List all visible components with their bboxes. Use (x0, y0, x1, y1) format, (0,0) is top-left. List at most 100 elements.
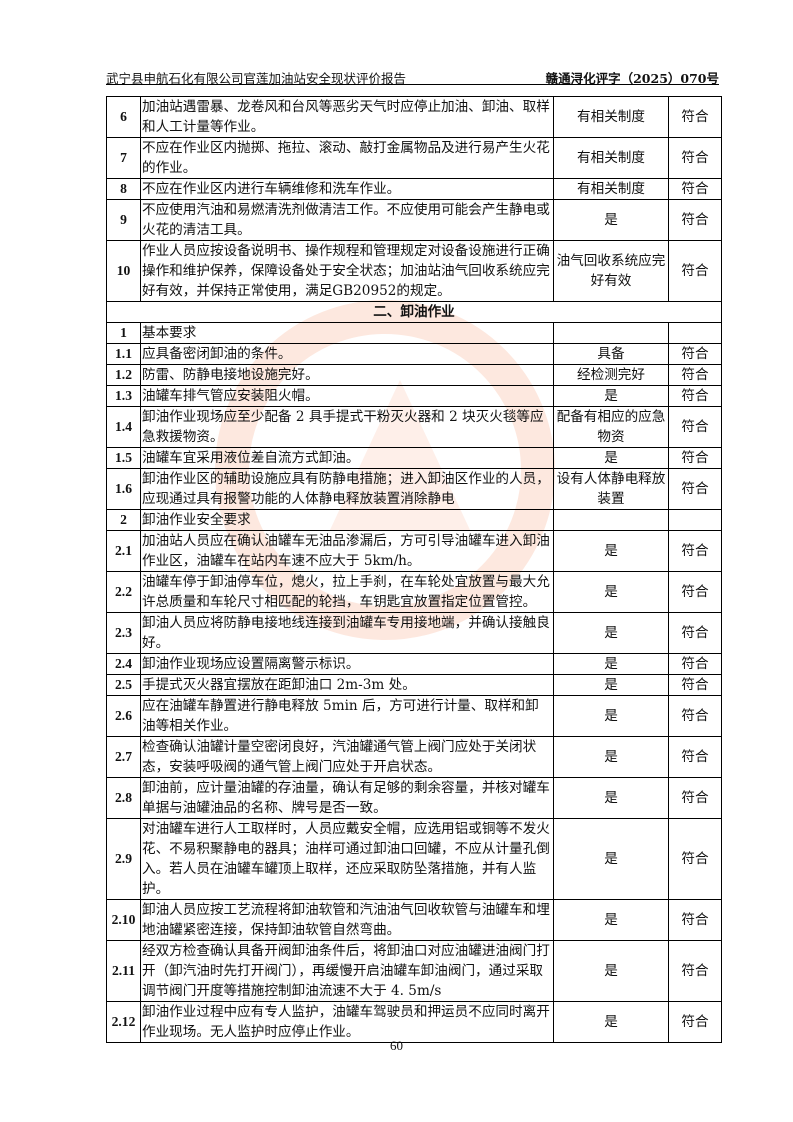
item-number: 2.5 (106, 674, 141, 696)
item-number: 6 (106, 96, 141, 138)
item-status: 是 (553, 940, 669, 1002)
item-result: 符合 (668, 612, 722, 654)
item-result (668, 322, 722, 344)
table-row: 6 加油站遇雷暴、龙卷风和台风等恶劣天气时应停止加油、卸油、取样和人工计量等作业。… (106, 96, 722, 138)
item-content: 作业人员应按设备说明书、操作规程和管理规定对设备设施进行正确操作和维护保养，保障… (140, 240, 554, 302)
item-number: 2 (106, 509, 141, 531)
item-result (668, 509, 722, 531)
item-result: 符合 (668, 385, 722, 407)
item-result: 符合 (668, 818, 722, 900)
item-number: 1.2 (106, 364, 141, 386)
item-result: 符合 (668, 940, 722, 1002)
item-content: 应在油罐车静置进行静电释放 5min 后，方可进行计量、取样和卸油等相关作业。 (140, 695, 554, 737)
item-number: 2.1 (106, 530, 141, 572)
item-result: 符合 (668, 96, 722, 138)
item-result: 符合 (668, 530, 722, 572)
table-row: 1.6 卸油作业区的辅助设施应具有防静电措施；进入卸油区作业的人员，应现通过具有报… (106, 468, 722, 510)
item-status: 是 (553, 695, 669, 737)
item-status: 是 (553, 385, 669, 407)
item-number: 1.5 (106, 447, 141, 469)
item-number: 1.4 (106, 406, 141, 448)
item-status: 油气回收系统应完好有效 (553, 240, 669, 302)
item-result: 符合 (668, 653, 722, 675)
item-result: 符合 (668, 364, 722, 386)
item-result: 符合 (668, 199, 722, 241)
item-number: 2.10 (106, 899, 141, 941)
item-status: 有相关制度 (553, 137, 669, 179)
item-result: 符合 (668, 695, 722, 737)
table-row: 2.5 手提式灭火器宜摆放在距卸油口 2m-3m 处。是符合 (106, 674, 722, 696)
item-result: 符合 (668, 899, 722, 941)
table-row: 1.1 应具备密闭卸油的条件。 具备 符合 (106, 343, 722, 365)
item-content: 检查确认油罐计量空密闭良好，汽油罐通气管上阀门应处于关闭状态，安装呼吸阀的通气管… (140, 736, 554, 778)
item-content: 油罐车停于卸油停车位，熄火，拉上手刹，在车轮处宜放置与最大允许总质量和车轮尺寸相… (140, 571, 554, 613)
table-row: 8 不应在作业区内进行车辆维修和洗车作业。 有相关制度 符合 (106, 178, 722, 200)
item-result: 符合 (668, 178, 722, 200)
item-content: 油罐车排气管应安装阻火帽。 (140, 385, 554, 407)
item-content: 加油站人员应在确认油罐车无油品渗漏后，方可引导油罐车进入卸油作业区，油罐车在站内… (140, 530, 554, 572)
table-row: 2.11 经双方检查确认具备开阀卸油条件后，将卸油口对应油罐进油阀门打开（卸汽油时… (106, 940, 722, 1002)
item-result: 符合 (668, 468, 722, 510)
table-row: 1.2 防雷、防静电接地设施完好。 经检测完好 符合 (106, 364, 722, 386)
item-content: 经双方检查确认具备开阀卸油条件后，将卸油口对应油罐进油阀门打开（卸汽油时先打开阀… (140, 940, 554, 1002)
item-content: 不应在作业区内进行车辆维修和洗车作业。 (140, 178, 554, 200)
item-content: 手提式灭火器宜摆放在距卸油口 2m-3m 处。 (140, 674, 554, 696)
item-content: 卸油作业过程中应有专人监护，油罐车驾驶员和押运员不应同时离开作业现场。无人监护时… (140, 1001, 554, 1043)
table-row: 2.8 卸油前，应计量油罐的存油量，确认有足够的剩余容量，并核对罐车单据与油罐油品… (106, 777, 722, 819)
item-result: 符合 (668, 447, 722, 469)
item-number: 1.6 (106, 468, 141, 510)
item-number: 2.8 (106, 777, 141, 819)
table-row: 7 不应在作业区内抛掷、拖拉、滚动、敲打金属物品及进行易产生火花的作业。 有相关制度… (106, 137, 722, 179)
page-number: 60 (390, 1038, 403, 1053)
item-number: 1 (106, 322, 141, 344)
item-status: 有相关制度 (553, 178, 669, 200)
item-status: 是 (553, 612, 669, 654)
item-result: 符合 (668, 406, 722, 448)
item-content: 卸油人员应按工艺流程将卸油软管和汽油油气回收软管与油罐车和埋地油罐紧密连接，保持… (140, 899, 554, 941)
item-number: 2.9 (106, 818, 141, 900)
item-status: 是 (553, 530, 669, 572)
item-number: 2.7 (106, 736, 141, 778)
item-status: 是 (553, 899, 669, 941)
item-number: 2.11 (106, 940, 141, 1002)
item-content: 油罐车宜采用液位差自流方式卸油。 (140, 447, 554, 469)
section-row: 二、卸油作业 (106, 301, 722, 323)
item-content: 卸油作业区的辅助设施应具有防静电措施；进入卸油区作业的人员，应现通过具有报警功能… (140, 468, 554, 510)
item-status: 是 (553, 674, 669, 696)
table-row: 2.3 卸油人员应将防静电接地线连接到油罐车专用接地端，并确认接触良好。是符合 (106, 612, 722, 654)
item-result: 符合 (668, 137, 722, 179)
item-status: 经检测完好 (553, 364, 669, 386)
item-status: 是 (553, 736, 669, 778)
item-number: 2.4 (106, 653, 141, 675)
item-number: 2.2 (106, 571, 141, 613)
item-status: 是 (553, 571, 669, 613)
item-number: 9 (106, 199, 141, 241)
item-result: 符合 (668, 736, 722, 778)
item-content: 卸油作业现场应至少配备 2 具手提式干粉灭火器和 2 块灭火毯等应急救援物资。 (140, 406, 554, 448)
item-content: 不应使用汽油和易燃清洗剂做清洁工作。不应使用可能会产生静电或火花的清洁工具。 (140, 199, 554, 241)
item-content: 卸油人员应将防静电接地线连接到油罐车专用接地端，并确认接触良好。 (140, 612, 554, 654)
item-status: 具备 (553, 343, 669, 365)
table-row: 1.3 油罐车排气管应安装阻火帽。是符合 (106, 385, 722, 407)
item-status: 是 (553, 777, 669, 819)
item-content: 对油罐车进行人工取样时，人员应戴安全帽，应选用铝或铜等不发火花、不易积聚静电的器… (140, 818, 554, 900)
checklist-table: 6 加油站遇雷暴、龙卷风和台风等恶劣天气时应停止加油、卸油、取样和人工计量等作业。… (106, 96, 722, 1043)
item-number: 2.12 (106, 1001, 141, 1043)
item-result: 符合 (668, 571, 722, 613)
table-row: 2.1 加油站人员应在确认油罐车无油品渗漏后，方可引导油罐车进入卸油作业区，油罐车… (106, 530, 722, 572)
table-row: 2.6 应在油罐车静置进行静电释放 5min 后，方可进行计量、取样和卸油等相关作… (106, 695, 722, 737)
item-content: 防雷、防静电接地设施完好。 (140, 364, 554, 386)
table-row: 1.4 卸油作业现场应至少配备 2 具手提式干粉灭火器和 2 块灭火毯等应急救援物… (106, 406, 722, 448)
item-status: 配备有相应的应急物资 (553, 406, 669, 448)
item-result: 符合 (668, 343, 722, 365)
item-status: 是 (553, 653, 669, 675)
item-number: 7 (106, 137, 141, 179)
section-title: 二、卸油作业 (106, 301, 722, 323)
table-row: 1.5 油罐车宜采用液位差自流方式卸油。是符合 (106, 447, 722, 469)
item-result: 符合 (668, 674, 722, 696)
item-number: 10 (106, 240, 141, 302)
item-status: 是 (553, 199, 669, 241)
report-title: 武宁县申航石化有限公司官莲加油站安全现状评价报告 (106, 71, 407, 86)
item-status (553, 322, 669, 344)
item-content: 卸油作业安全要求 (140, 509, 554, 531)
